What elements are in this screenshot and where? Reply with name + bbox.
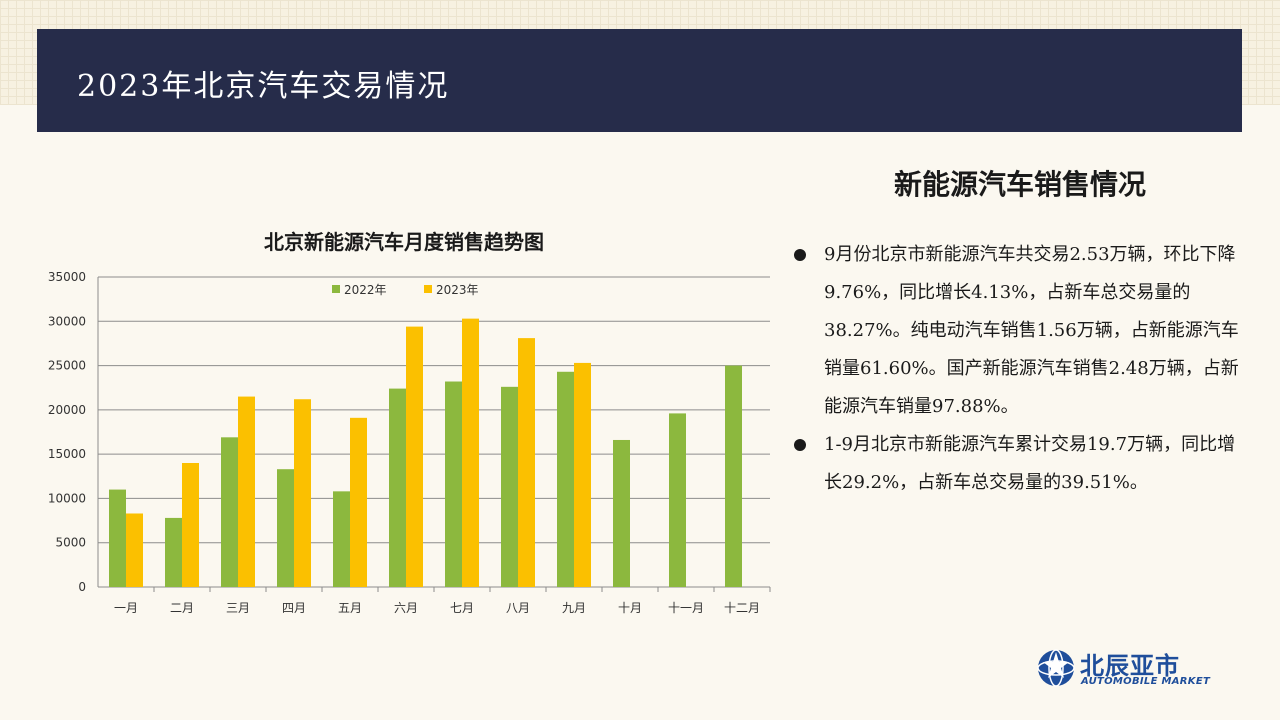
- x-tick-label: 五月: [338, 601, 362, 615]
- bar-2022: [109, 489, 126, 587]
- y-tick-label: 20000: [48, 403, 86, 417]
- y-tick-label: 25000: [48, 359, 86, 373]
- company-logo: 北辰亚市 AUTOMOBILE MARKET: [1036, 646, 1216, 692]
- bar-2022: [501, 386, 518, 587]
- bar-2023: [518, 338, 535, 587]
- bar-2023: [182, 463, 199, 587]
- section-title: 新能源汽车销售情况: [893, 168, 1146, 201]
- y-tick-label: 5000: [55, 536, 86, 550]
- y-tick-label: 10000: [48, 491, 86, 505]
- legend-label: 2022年: [344, 283, 387, 297]
- legend-label: 2023年: [436, 283, 479, 297]
- bar-2022: [333, 491, 350, 587]
- y-tick-label: 15000: [48, 447, 86, 461]
- summary-text: 9月份北京市新能源汽车共交易2.53万辆，环比下降9.76%，同比增长4.13%…: [824, 244, 1239, 417]
- x-tick-label: 七月: [450, 601, 474, 615]
- x-tick-label: 三月: [226, 601, 250, 615]
- y-tick-label: 30000: [48, 314, 86, 328]
- bar-2022: [221, 437, 238, 587]
- y-tick-label: 0: [78, 580, 86, 594]
- header-band: 2023年北京汽车交易情况: [37, 29, 1242, 132]
- summary-bullet: 9月份北京市新能源汽车共交易2.53万辆，环比下降9.76%，同比增长4.13%…: [790, 236, 1240, 426]
- bullet-dot-icon: [794, 439, 806, 451]
- globe-star-icon: [1037, 649, 1075, 687]
- legend-swatch: [332, 285, 340, 293]
- chart-title: 北京新能源汽车月度销售趋势图: [264, 230, 544, 254]
- logo-text-cn: 北辰亚市: [1080, 652, 1180, 680]
- x-tick-label: 二月: [170, 601, 194, 615]
- bar-2023: [406, 326, 423, 587]
- summary-list: 9月份北京市新能源汽车共交易2.53万辆，环比下降9.76%，同比增长4.13%…: [790, 236, 1240, 502]
- sales-chart: 北京新能源汽车月度销售趋势图 0 5000 10000 15000 20000 25000 3…: [40, 220, 780, 630]
- bullet-dot-icon: [794, 249, 806, 261]
- x-tick-label: 八月: [506, 601, 530, 615]
- bar-2022: [389, 388, 406, 587]
- page-title: 2023年北京汽车交易情况: [77, 69, 450, 104]
- bar-2023: [294, 399, 311, 587]
- bar-2022: [445, 381, 462, 587]
- bar-2023: [238, 396, 255, 587]
- summary-bullet: 1-9月北京市新能源汽车累计交易19.7万辆，同比增长29.2%，占新车总交易量…: [790, 426, 1240, 502]
- x-tick-label: 十月: [618, 601, 642, 615]
- bar-2022: [613, 439, 630, 587]
- bar-2022: [557, 371, 574, 587]
- bar-2022: [165, 517, 182, 587]
- bar-2022: [669, 413, 686, 587]
- legend-swatch: [424, 285, 432, 293]
- x-tick-label: 六月: [394, 601, 418, 615]
- bar-2023: [126, 513, 143, 587]
- x-tick-label: 十二月: [724, 601, 760, 615]
- bar-2023: [574, 362, 591, 587]
- x-tick-label: 九月: [562, 601, 586, 615]
- summary-text: 1-9月北京市新能源汽车累计交易19.7万辆，同比增长29.2%，占新车总交易量…: [824, 434, 1236, 493]
- logo-text-en: AUTOMOBILE MARKET: [1081, 676, 1211, 687]
- bar-2023: [462, 318, 479, 587]
- x-tick-label: 一月: [114, 601, 138, 615]
- bar-2022: [725, 365, 742, 587]
- bar-2022: [277, 469, 294, 587]
- x-tick-label: 四月: [282, 601, 306, 615]
- y-tick-label: 35000: [48, 270, 86, 284]
- x-tick-label: 十一月: [668, 601, 704, 615]
- bar-2023: [350, 417, 367, 587]
- bar-chart-svg: 北京新能源汽车月度销售趋势图 0 5000 10000 15000 20000 25000 3…: [48, 230, 771, 615]
